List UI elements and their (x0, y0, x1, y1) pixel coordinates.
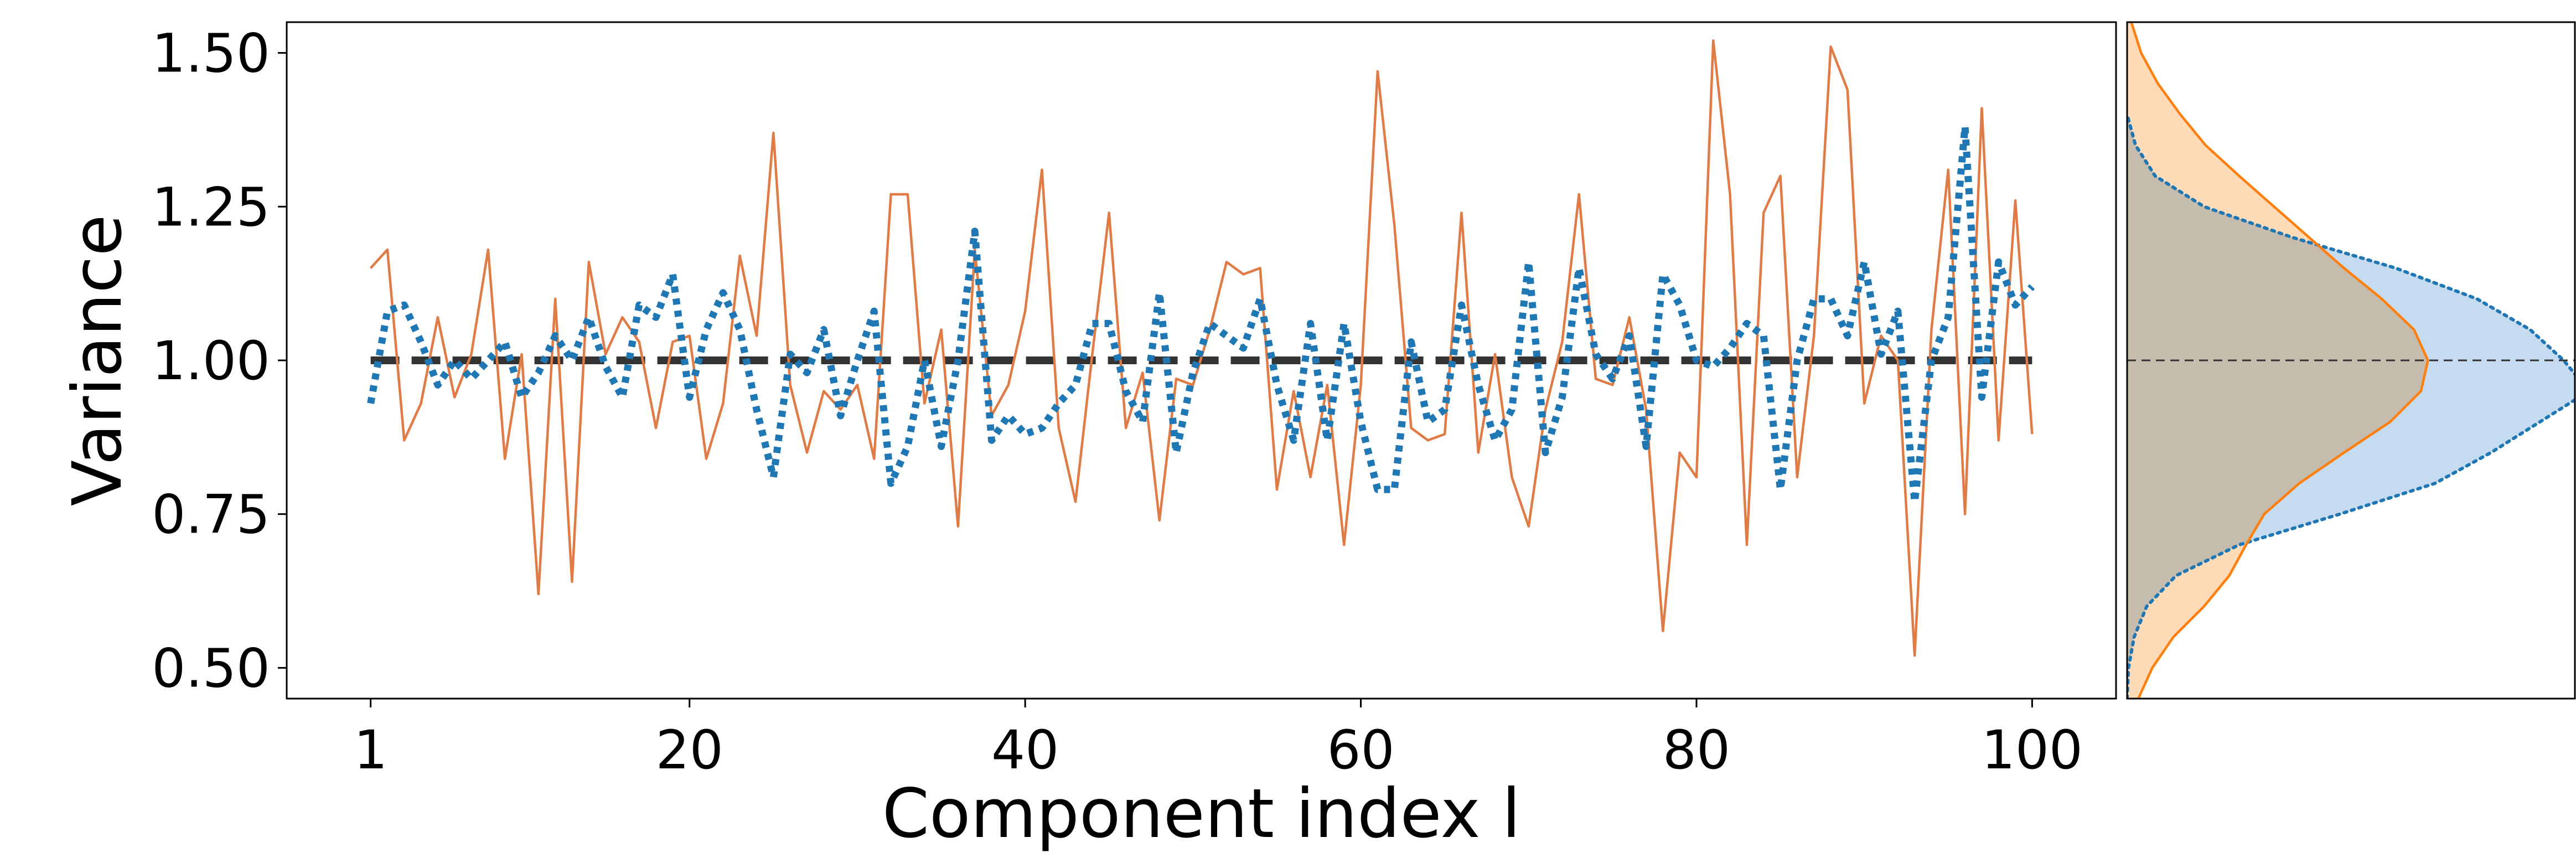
x-tick-label: 1 (354, 719, 387, 781)
density-solid-line (2130, 22, 2429, 699)
main-series-group (367, 39, 2035, 657)
x-tick-label: 20 (656, 719, 723, 781)
y-tick-label: 1.00 (152, 330, 270, 392)
x-tick-label: 100 (1982, 719, 2083, 781)
x-tick-label: 40 (991, 719, 1059, 781)
x-tick-label: 80 (1663, 719, 1730, 781)
density-series-group (2127, 22, 2575, 699)
series-dotted-line (367, 123, 2035, 506)
y-tick-label: 0.50 (152, 637, 270, 699)
y-axis-ticks: 0.50 0.75 1.00 1.25 1.50 (152, 23, 287, 699)
y-tick-label: 1.50 (152, 23, 270, 85)
x-axis-ticks: 1 20 40 60 80 100 (354, 699, 2083, 781)
y-axis-label: Variance (58, 214, 137, 506)
series-solid-line (369, 39, 2034, 657)
y-tick-label: 0.75 (152, 484, 270, 546)
x-tick-label: 60 (1327, 719, 1394, 781)
density-side-plot (2126, 21, 2576, 700)
density-plot-frame (2126, 21, 2576, 700)
density-dotted-line (2127, 112, 2575, 699)
x-axis-label: Component index l (882, 774, 1521, 853)
main-plot: 1 20 40 60 80 100 0.50 0.75 1.00 1.25 1.50 Compon… (58, 21, 2117, 853)
y-tick-label: 1.25 (152, 176, 270, 238)
